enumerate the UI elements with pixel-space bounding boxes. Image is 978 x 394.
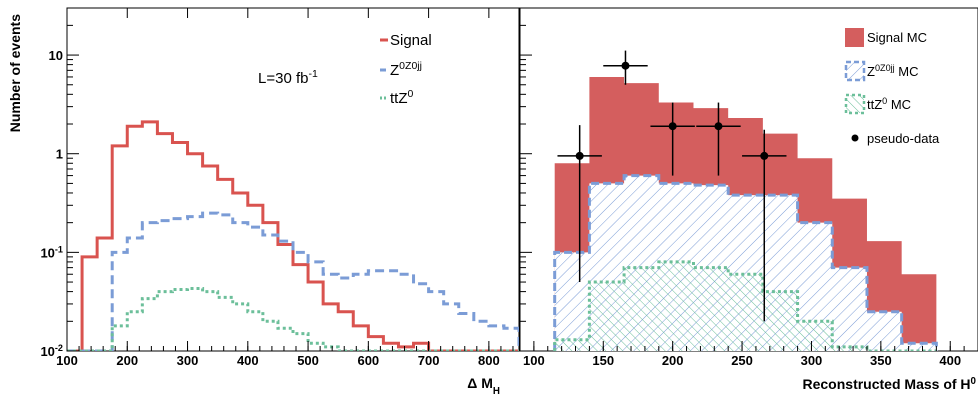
legend-label-4: pseudo-data [867,131,940,146]
left-plot-frame [66,7,520,352]
x-tick-label: 700 [418,353,440,368]
legend-swatch-pseudo-data [851,134,859,142]
x-tick-label: 800 [478,353,500,368]
right-stacked-histogram-panel: 100 150 200 250 300 350 400 Reconstructed Mass … [519,7,978,393]
legend-label-1: Signal MC [867,30,927,45]
series-1-step-line [67,120,519,351]
x-tick-label: 300 [801,353,823,368]
pseudo-data-point [621,61,630,70]
y-tick-label: 10 [49,48,63,63]
pseudo-data-point [575,151,584,160]
x-tick-label: 300 [177,353,199,368]
y-tick-label: 1 [56,147,63,162]
series-2-step-line [67,211,519,351]
left-series-group [67,120,519,351]
x-tick-label: 350 [870,353,892,368]
x-tick-label: 400 [237,353,259,368]
x-tick-label: 100 [523,353,545,368]
legend-label-2: Z0Z0jj [390,60,422,79]
x-tick-label: 150 [592,353,614,368]
legend-label-3: ttZ0 [390,88,414,107]
right-series-group [553,50,938,351]
legend-label-2: Z0Z0jj MC [867,63,919,79]
pseudo-data-point [760,151,769,160]
ttz-mc-hatch [554,261,937,351]
left-histogram-panel: 100 200 300 400 500 600 700 800 10-2 10-1 1 10 Δ MH N… [7,7,520,394]
pseudo-data-point [668,122,677,131]
x-axis-title-right: Reconstructed Mass of H0 [803,376,977,393]
series-3-step-line [67,287,519,351]
legend-swatch-signal [845,28,864,47]
legend-label-3: ttZ0 MC [867,96,911,112]
y-axis-title: Number of events [7,14,23,132]
x-axis-title: Δ MH [467,375,500,394]
luminosity-annotation: L=30 fb-1 [258,68,318,87]
pseudo-data-point [714,122,723,131]
x-tick-label: 100 [56,353,78,368]
ttz-mc-outline [553,260,937,351]
x-tick-label: 400 [939,353,961,368]
legend-label-1: Signal [390,32,432,49]
x-tick-label: 250 [731,353,753,368]
x-tick-label: 500 [297,353,319,368]
y-tick-label: 10-2 [40,343,63,359]
legend-swatch-zzjj [844,60,866,82]
x-tick-label: 200 [116,353,138,368]
y-tick-label: 10-1 [40,244,63,260]
legend-swatch-ttz [844,93,866,115]
x-tick-label: 200 [662,353,684,368]
x-tick-label: 600 [357,353,379,368]
